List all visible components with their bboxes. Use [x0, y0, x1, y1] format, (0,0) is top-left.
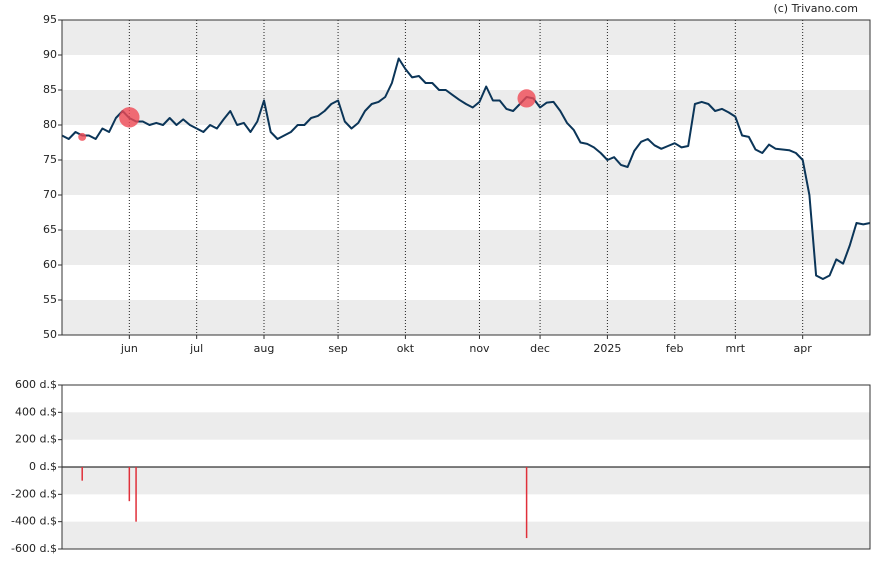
bar [525, 467, 528, 539]
grid-band [62, 521, 870, 549]
y-tick-label: 600 d.$ [15, 378, 57, 391]
y-tick-label: 400 d.$ [15, 405, 57, 418]
plot-frame [61, 19, 871, 336]
bar [81, 467, 83, 481]
y-tick-label: -600 d.$ [11, 542, 57, 555]
y-tick-label: 75 [43, 153, 57, 166]
x-tick-label: apr [794, 342, 813, 355]
source: (c) Trivano.com [773, 2, 858, 15]
event-marker [119, 107, 140, 128]
x-tick-label: jun [120, 342, 138, 355]
event-marker [517, 89, 536, 108]
y-tick-label: 65 [43, 223, 57, 236]
y-tick-label: 80 [43, 118, 57, 131]
x-tick-label: nov [469, 342, 490, 355]
grid-band [62, 412, 870, 440]
x-tick-label: jul [189, 342, 203, 355]
grid-band [62, 467, 870, 495]
bar [128, 467, 131, 502]
x-tick-label: 2025 [593, 342, 621, 355]
plot-frame [61, 384, 871, 550]
y-tick-label: 95 [43, 13, 57, 26]
x-tick-label: aug [254, 342, 275, 355]
grid-band [62, 300, 870, 335]
y-tick-label: 200 d.$ [15, 433, 57, 446]
y-tick-label: 0 d.$ [29, 460, 57, 473]
y-tick-label: -200 d.$ [11, 487, 57, 500]
price-line [61, 57, 871, 280]
y-tick-label: 50 [43, 328, 57, 341]
grid-band [62, 230, 870, 265]
x-tick-label: feb [666, 342, 684, 355]
y-tick-label: 70 [43, 188, 57, 201]
bar [135, 467, 137, 522]
x-tick-label: dec [530, 342, 550, 355]
event-marker [78, 132, 87, 141]
x-tick-label: mrt [726, 342, 746, 355]
y-tick-label: 85 [43, 83, 57, 96]
grid-band [62, 20, 870, 55]
y-tick-label: 90 [43, 48, 57, 61]
y-tick-label: 60 [43, 258, 57, 271]
y-tick-label: -400 d.$ [11, 515, 57, 528]
y-tick-label: 55 [43, 293, 57, 306]
x-tick-label: okt [397, 342, 415, 355]
x-tick-label: sep [328, 342, 347, 355]
grid-band [62, 160, 870, 195]
